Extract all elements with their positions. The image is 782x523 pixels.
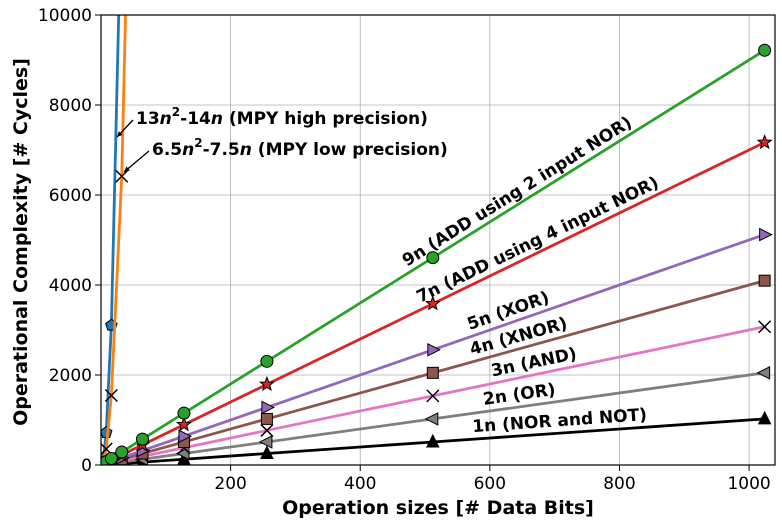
- data-point: [175, 416, 192, 432]
- data-point: [135, 432, 149, 446]
- data-point: [757, 410, 772, 425]
- data-point: [260, 445, 274, 459]
- plot-frame: [100, 14, 776, 466]
- data-point: [426, 433, 440, 448]
- arrow-head: [117, 131, 123, 137]
- arrow-head: [124, 166, 130, 172]
- data-point: [758, 274, 771, 287]
- data-point: [260, 423, 274, 437]
- x-tick-label: 1000: [727, 474, 770, 494]
- data-point: [260, 412, 273, 425]
- data-point: [178, 429, 193, 444]
- data-point: [426, 389, 440, 403]
- data-point: [104, 388, 118, 403]
- x-tick-label: 200: [214, 474, 246, 494]
- data-point: [261, 400, 276, 415]
- data-point: [758, 43, 772, 57]
- x-axis-title: Operation sizes [# Data Bits]: [282, 497, 594, 519]
- y-tick-label: 8000: [49, 96, 92, 116]
- data-point: [427, 342, 441, 357]
- data-point: [426, 251, 440, 265]
- data-point: [177, 406, 191, 420]
- x-tick-label: 600: [474, 474, 506, 494]
- series-linear-6: [101, 43, 772, 465]
- y-axis-title: Operational Complexity [# Cycles]: [10, 58, 32, 426]
- data-point: [258, 435, 273, 449]
- data-point: [756, 134, 773, 150]
- data-point: [426, 366, 439, 379]
- data-point: [115, 169, 129, 183]
- x-tick-label: 400: [344, 474, 376, 494]
- data-point: [424, 295, 441, 311]
- annotation-arrow: [123, 150, 150, 173]
- mpy-label: 6.5n2-7.5n (MPY low precision): [152, 136, 448, 160]
- y-tick-label: 2000: [49, 366, 92, 386]
- data-point: [258, 375, 275, 392]
- y-tick-label: 10000: [38, 6, 92, 26]
- x-tick-label: 800: [603, 474, 635, 494]
- data-point: [424, 412, 439, 426]
- y-tick-label: 6000: [49, 186, 92, 206]
- data-point: [260, 354, 274, 368]
- y-tick-label: 0: [81, 456, 92, 476]
- data-point: [115, 445, 129, 459]
- y-tick-label: 4000: [49, 276, 92, 296]
- data-point: [756, 366, 771, 380]
- data-point: [759, 227, 773, 242]
- data-point: [104, 452, 118, 465]
- mpy-label: 13n2-14n (MPY high precision): [136, 105, 428, 129]
- data-point: [758, 320, 772, 334]
